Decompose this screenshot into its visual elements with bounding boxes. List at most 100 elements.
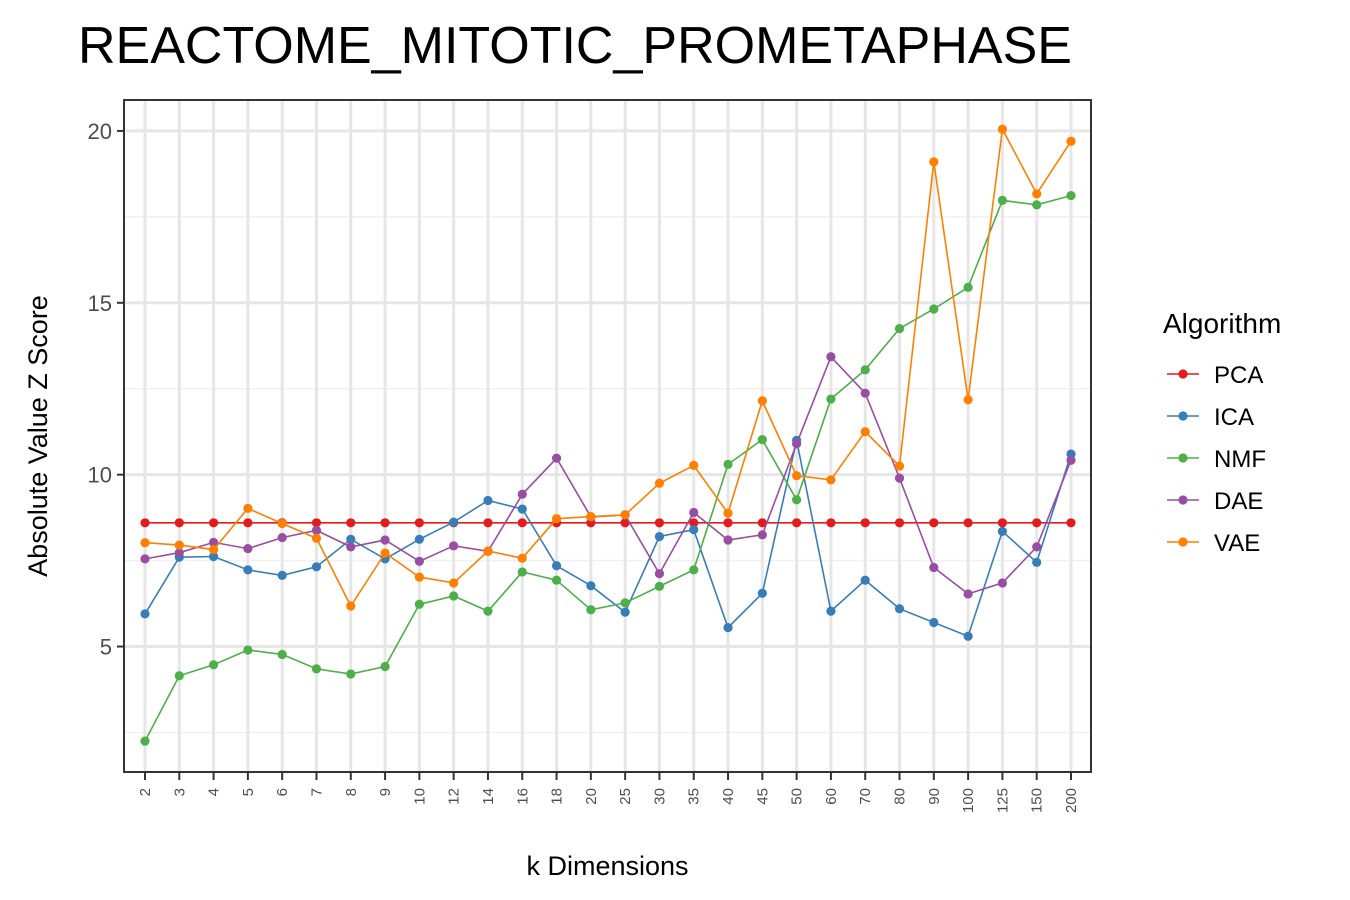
data-point-nmf	[963, 282, 973, 292]
series-layer	[140, 124, 1076, 746]
data-point-ica	[757, 588, 767, 598]
y-tick-label: 15	[88, 291, 112, 316]
data-point-vae	[792, 471, 802, 481]
data-point-pca	[997, 518, 1008, 528]
data-point-nmf	[449, 591, 459, 601]
x-tick-label: 200	[1063, 788, 1080, 813]
x-tick-label: 40	[720, 788, 737, 805]
data-point-vae	[277, 518, 287, 529]
x-tick-label: 80	[892, 788, 909, 805]
x-tick-label: 5	[240, 788, 257, 796]
data-point-vae	[174, 540, 184, 550]
data-point-pca	[140, 518, 150, 528]
data-point-ica	[140, 609, 150, 619]
data-point-ica	[449, 517, 459, 527]
data-point-ica	[620, 607, 630, 617]
data-point-nmf	[174, 671, 184, 681]
x-tick-label: 25	[617, 788, 634, 805]
data-point-pca	[757, 518, 767, 528]
legend-item-pca: PCA	[1167, 362, 1263, 389]
data-point-vae	[243, 503, 253, 513]
data-point-pca	[243, 518, 253, 528]
data-point-nmf	[517, 567, 527, 577]
data-point-pca	[208, 518, 219, 528]
data-point-nmf	[586, 605, 596, 615]
legend-key-point-ica	[1178, 411, 1188, 421]
data-point-pca	[894, 518, 905, 528]
legend: Algorithm PCA ICA NMF DAE VAE	[1163, 308, 1281, 557]
data-point-vae	[449, 578, 459, 588]
data-point-vae	[757, 396, 767, 406]
data-point-nmf	[483, 606, 493, 616]
data-point-vae	[997, 124, 1008, 134]
data-point-vae	[346, 601, 356, 611]
data-point-ica	[517, 504, 527, 514]
plot-panel-border	[123, 99, 1092, 773]
data-point-dae	[208, 537, 219, 547]
data-point-vae	[860, 427, 870, 437]
x-tick-label: 50	[789, 788, 806, 805]
data-point-dae	[517, 489, 527, 499]
data-point-vae	[586, 512, 596, 522]
data-point-dae	[414, 556, 424, 566]
legend-label-pca: PCA	[1214, 362, 1263, 389]
legend-label-dae: DAE	[1214, 488, 1263, 515]
data-point-dae	[997, 578, 1008, 588]
x-tick-label: 2	[137, 788, 154, 796]
data-point-dae	[963, 589, 973, 599]
data-point-vae	[826, 475, 836, 485]
data-point-vae	[208, 545, 219, 555]
legend-key-point-pca	[1178, 369, 1188, 379]
x-tick-label: 16	[514, 788, 531, 805]
data-point-dae	[243, 543, 253, 554]
data-point-dae	[723, 535, 733, 545]
data-point-dae	[654, 569, 665, 579]
data-point-vae	[483, 546, 493, 556]
data-point-nmf	[860, 365, 870, 375]
legend-title: Algorithm	[1163, 308, 1281, 339]
data-point-pca	[414, 518, 424, 528]
data-point-dae	[346, 542, 356, 552]
x-tick-label: 35	[686, 788, 703, 805]
data-point-nmf	[140, 736, 150, 746]
data-point-dae	[449, 541, 459, 551]
x-tick-label: 100	[960, 788, 977, 813]
data-point-vae	[963, 395, 973, 405]
x-tick-label: 14	[480, 788, 497, 805]
x-tick-label: 7	[308, 788, 325, 796]
data-point-dae	[929, 562, 939, 573]
data-point-ica	[689, 525, 699, 535]
data-point-vae	[380, 548, 390, 558]
data-point-vae	[414, 572, 424, 582]
data-point-ica	[929, 617, 939, 628]
data-point-nmf	[723, 459, 733, 469]
data-point-pca	[929, 518, 939, 528]
data-point-ica	[346, 534, 356, 544]
data-point-vae	[311, 533, 322, 543]
x-tick-label: 9	[377, 788, 394, 796]
data-point-ica	[414, 534, 424, 544]
x-tick-label: 150	[1029, 788, 1046, 813]
data-point-vae	[894, 461, 905, 471]
y-tick-label: 20	[88, 119, 112, 144]
data-point-pca	[689, 518, 699, 528]
data-point-ica	[654, 531, 665, 542]
x-tick-label: 125	[994, 788, 1011, 813]
data-point-nmf	[208, 660, 219, 670]
data-point-dae	[826, 352, 836, 362]
data-point-ica	[826, 606, 836, 616]
data-point-pca	[1032, 518, 1042, 528]
data-point-nmf	[243, 645, 253, 655]
data-point-nmf	[997, 195, 1008, 205]
data-point-ica	[208, 551, 219, 562]
data-point-vae	[551, 514, 562, 524]
data-point-vae	[654, 478, 665, 488]
data-point-vae	[620, 510, 630, 520]
data-point-nmf	[311, 664, 322, 674]
x-tick-label: 18	[549, 788, 566, 805]
data-point-ica	[483, 495, 493, 506]
x-tick-label: 4	[206, 788, 223, 796]
data-point-ica	[277, 570, 287, 580]
legend-key-point-vae	[1178, 537, 1188, 547]
